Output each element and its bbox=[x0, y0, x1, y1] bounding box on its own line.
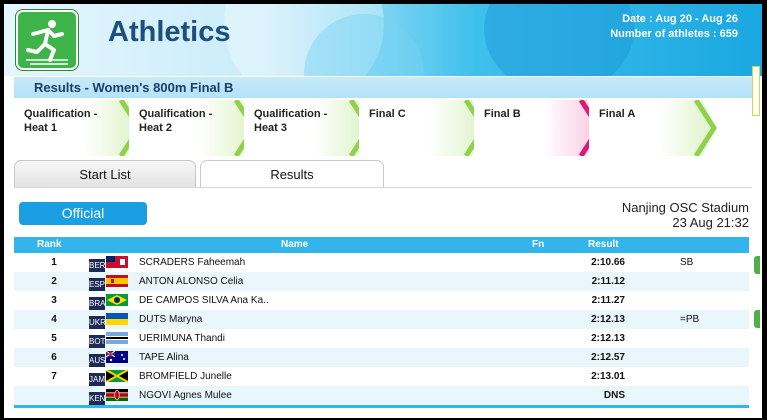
table-row[interactable]: 7 JAM BROMFIELD Junelle 2:13.01 bbox=[14, 367, 749, 386]
noc-code: ESP bbox=[89, 278, 106, 291]
result-cell: 2:12.13 bbox=[591, 333, 625, 344]
venue-name: Nanjing OSC Stadium bbox=[621, 200, 749, 215]
rank-cell: 2 bbox=[51, 276, 57, 287]
event-meta: Date : Aug 20 - Aug 26 Number of athlete… bbox=[610, 12, 738, 42]
country-flag-icon: JAM bbox=[89, 369, 131, 386]
official-badge: Official bbox=[19, 202, 147, 225]
phase-step[interactable]: Final A bbox=[589, 100, 720, 156]
phase-label: Qualification - Heat 3 bbox=[254, 108, 328, 134]
table-row[interactable]: 1 BER SCRADERS Faheemah 2:10.66 SB bbox=[14, 253, 749, 272]
rank-cell: 5 bbox=[51, 333, 57, 344]
phase-step[interactable]: Final B bbox=[474, 100, 605, 156]
rank-cell: 1 bbox=[51, 257, 57, 268]
results-title: Results - Women's 800m Final B bbox=[34, 80, 234, 95]
col-result-header: Result bbox=[588, 239, 619, 250]
athlete-count: Number of athletes : 659 bbox=[610, 28, 738, 40]
athlete-name[interactable]: DUTS Maryna bbox=[139, 314, 203, 325]
page-title: Athletics bbox=[108, 16, 231, 48]
phase-step[interactable]: Qualification - Heat 1 bbox=[14, 100, 145, 156]
phase-navigation: Qualification - Heat 1 Qualification - He… bbox=[14, 100, 752, 156]
noc-code: BOT bbox=[89, 335, 106, 348]
athlete-name[interactable]: TAPE Alina bbox=[139, 352, 189, 363]
phase-label: Final A bbox=[599, 108, 636, 120]
table-row[interactable]: 3 BRA DE CAMPOS SILVA Ana Ka.. 2:11.27 bbox=[14, 291, 749, 310]
result-cell: 2:12.13 bbox=[591, 314, 625, 325]
table-row[interactable]: 2 ESP ANTON ALONSO Celia 2:11.12 bbox=[14, 272, 749, 291]
date-range: Date : Aug 20 - Aug 26 bbox=[622, 13, 738, 25]
result-cell: 2:11.27 bbox=[591, 295, 625, 306]
noc-code: KEN bbox=[89, 392, 106, 405]
country-flag-icon: AUS bbox=[89, 350, 131, 367]
country-flag-icon: KEN bbox=[89, 388, 131, 405]
phase-step[interactable]: Final C bbox=[359, 100, 490, 156]
noc-code: UKR bbox=[89, 316, 106, 329]
table-row[interactable]: 5 BOT UERIMUNA Thandi 2:12.13 bbox=[14, 329, 749, 348]
rank-cell: 6 bbox=[51, 352, 57, 363]
record-note: =PB bbox=[680, 314, 700, 325]
table-footer-bar bbox=[14, 405, 749, 408]
table-row[interactable]: 4 UKR DUTS Maryna 2:12.13 =PB bbox=[14, 310, 749, 329]
athlete-name[interactable]: BROMFIELD Junelle bbox=[139, 371, 232, 382]
country-flag-icon: UKR bbox=[89, 312, 131, 329]
divider bbox=[14, 187, 752, 188]
phase-label: Final B bbox=[484, 108, 521, 120]
phase-label: Qualification - Heat 1 bbox=[24, 108, 98, 134]
table-row[interactable]: 6 AUS TAPE Alina 2:12.57 bbox=[14, 348, 749, 367]
country-flag-icon: BOT bbox=[89, 331, 131, 348]
record-note: SB bbox=[680, 257, 694, 268]
result-cell: 2:12.57 bbox=[591, 352, 625, 363]
venue-info: Nanjing OSC Stadium 23 Aug 21:32 bbox=[622, 200, 749, 230]
tab-results[interactable]: Results bbox=[200, 160, 384, 188]
athlete-name[interactable]: SCRADERS Faheemah bbox=[139, 257, 246, 268]
athlete-name[interactable]: ANTON ALONSO Celia bbox=[139, 276, 244, 287]
decor-swirl bbox=[484, 4, 634, 76]
result-cell: DNS bbox=[603, 390, 625, 401]
side-box bbox=[752, 66, 760, 116]
side-tab[interactable] bbox=[754, 310, 760, 328]
result-cell: 2:10.66 bbox=[591, 257, 625, 268]
phase-label: Qualification - Heat 2 bbox=[139, 108, 213, 134]
result-cell: 2:13.01 bbox=[591, 371, 625, 382]
phase-label: Final C bbox=[369, 108, 406, 120]
col-rank-header: Rank bbox=[37, 239, 62, 250]
country-flag-icon: BER bbox=[89, 255, 131, 272]
athlete-name[interactable]: NGOVI Agnes Mulee bbox=[139, 390, 232, 401]
country-flag-icon: BRA bbox=[89, 293, 131, 310]
athletics-runner-icon bbox=[16, 10, 78, 70]
results-table: Rank Name Fn Result 1 BER SCRADERS Faheema… bbox=[14, 237, 749, 408]
venue-datetime: 23 Aug 21:32 bbox=[672, 215, 749, 230]
rank-cell: 4 bbox=[51, 314, 57, 325]
phase-step[interactable]: Qualification - Heat 2 bbox=[129, 100, 260, 156]
col-fn-header: Fn bbox=[532, 239, 545, 250]
noc-code: AUS bbox=[89, 354, 106, 367]
decor-swirl bbox=[224, 4, 384, 76]
rank-cell: 3 bbox=[51, 295, 57, 306]
side-tab[interactable] bbox=[754, 256, 760, 274]
tab-start-list[interactable]: Start List bbox=[14, 160, 196, 188]
noc-code: JAM bbox=[89, 373, 105, 386]
table-body: 1 BER SCRADERS Faheemah 2:10.66 SB 2 ESP ANTON … bbox=[14, 253, 749, 405]
noc-code: BRA bbox=[89, 297, 106, 310]
table-row[interactable]: KEN NGOVI Agnes Mulee DNS bbox=[14, 386, 749, 405]
country-flag-icon: ESP bbox=[89, 274, 131, 291]
athlete-name[interactable]: UERIMUNA Thandi bbox=[139, 333, 225, 344]
rank-cell: 7 bbox=[51, 371, 57, 382]
phase-step[interactable]: Qualification - Heat 3 bbox=[244, 100, 375, 156]
page: Athletics Date : Aug 20 - Aug 26 Number … bbox=[4, 4, 762, 418]
noc-code: BER bbox=[89, 259, 106, 272]
result-cell: 2:11.12 bbox=[591, 276, 625, 287]
tab-bar: Start List Results bbox=[14, 158, 752, 188]
athlete-name[interactable]: DE CAMPOS SILVA Ana Ka.. bbox=[139, 295, 269, 306]
table-header: Rank Name Fn Result bbox=[14, 237, 749, 253]
header: Athletics Date : Aug 20 - Aug 26 Number … bbox=[4, 4, 762, 76]
results-banner: Results - Women's 800m Final B bbox=[14, 77, 752, 98]
col-name-header: Name bbox=[281, 239, 309, 250]
